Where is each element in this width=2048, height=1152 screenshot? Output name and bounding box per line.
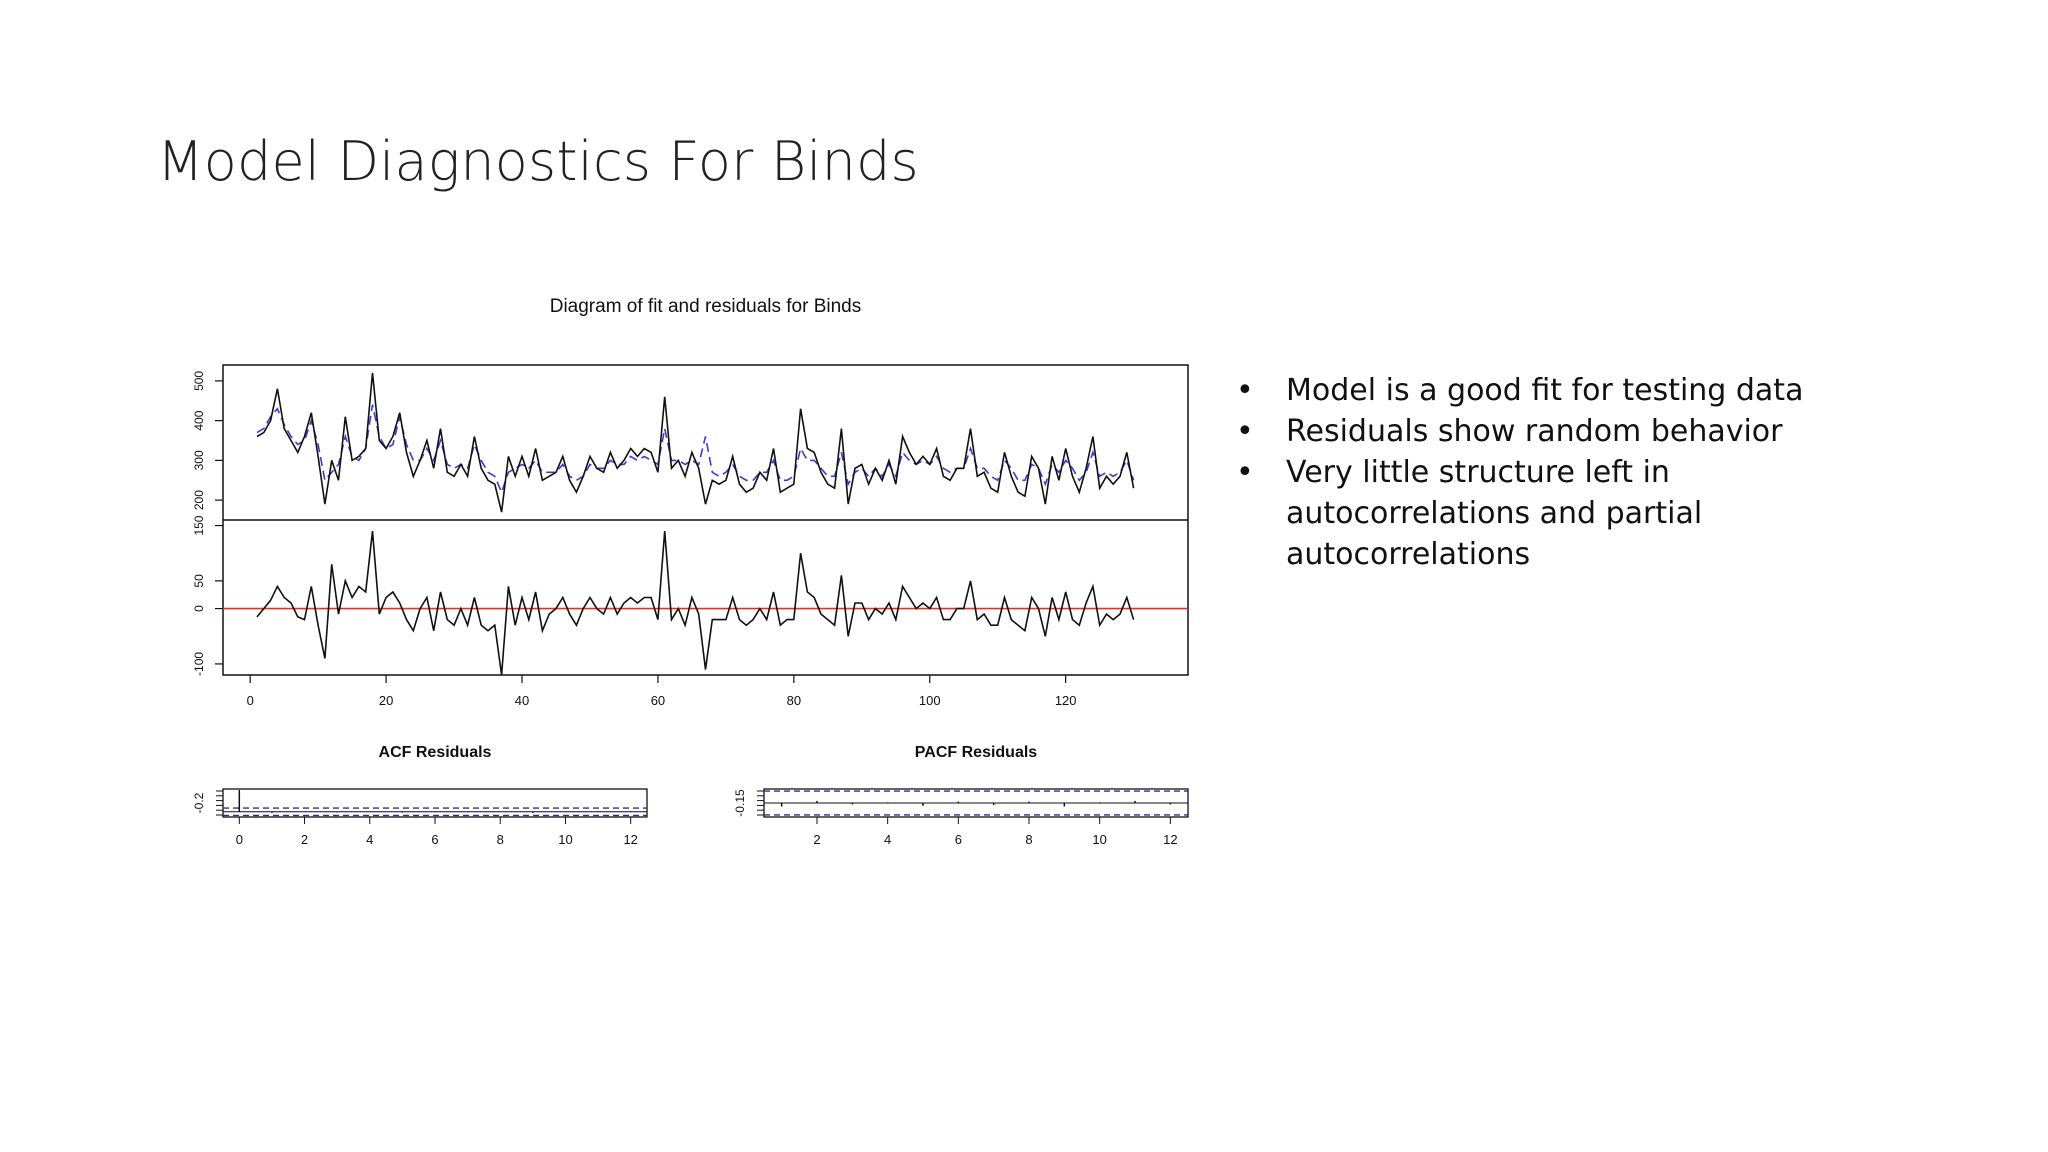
x-tick-label: 0: [247, 693, 254, 708]
x-tick-label: 2: [301, 832, 308, 847]
x-tick-label: 12: [1163, 832, 1177, 847]
figure-panel: Diagram of fit and residuals for Binds 20…: [176, 280, 1226, 880]
x-tick-label: 6: [431, 832, 438, 847]
bullet-item: • Residuals show random behavior: [1230, 411, 1910, 452]
bullet-dot-icon: •: [1236, 414, 1254, 449]
diagnostics-figure: Diagram of fit and residuals for Binds20…: [192, 296, 1189, 847]
acf-title: ACF Residuals: [379, 744, 492, 761]
x-tick-label: 12: [623, 832, 637, 847]
y-tick-label: 50: [192, 574, 206, 588]
actual-series-line: [256, 372, 1135, 513]
x-tick-label: 80: [787, 693, 801, 708]
bullet-dot-icon: •: [1236, 373, 1254, 408]
acf-panel: ACF Residuals -0.2 0 2 4 6 8 10 12: [192, 744, 648, 847]
y-tick-label: 0: [192, 605, 206, 612]
bullet-text: Very little structure left in autocorrel…: [1286, 455, 1703, 572]
x-tick-label: 8: [497, 832, 504, 847]
slide-title: Model Diagnostics For Binds: [157, 130, 919, 193]
bullet-dot-icon: •: [1236, 455, 1254, 490]
pacf-title: PACF Residuals: [915, 744, 1038, 761]
pacf-panel: PACF Residuals -0.15 2 4 6 8 10 12: [733, 744, 1189, 847]
correlogram-frame: [222, 788, 648, 818]
x-tick-label: 10: [1092, 832, 1106, 847]
y-tick-label: 400: [192, 410, 206, 430]
residual-series-line: [256, 531, 1135, 676]
x-tick-label: 4: [366, 832, 373, 847]
y-tick-label: 500: [192, 371, 206, 391]
x-tick-label: 0: [236, 832, 243, 847]
x-tick-label: 2: [813, 832, 820, 847]
fitted-series-line: [256, 404, 1135, 495]
x-tick-label: 40: [515, 693, 529, 708]
bullet-text: Residuals show random behavior: [1286, 414, 1783, 449]
x-tick-label: 10: [558, 832, 572, 847]
y-tick-label: 200: [192, 490, 206, 510]
x-tick-label: 4: [884, 832, 891, 847]
x-tick-label: 120: [1055, 693, 1077, 708]
bullet-list: • Model is a good fit for testing data • R…: [1230, 370, 1910, 575]
residual-panel: -100 0 50 150 0 20 40 60 80 100 120: [192, 515, 1188, 708]
y-tick-label: -100: [192, 652, 206, 676]
bullet-item: • Very little structure left in autocorre…: [1230, 452, 1910, 575]
y-tick-label: 150: [192, 515, 206, 535]
x-tick-label: 8: [1025, 832, 1032, 847]
fit-panel: 200 300 400 500: [192, 371, 1135, 513]
x-tick-label: 20: [379, 693, 393, 708]
bullet-text: Model is a good fit for testing data: [1286, 373, 1804, 408]
y-tick-label: -0.2: [192, 792, 206, 813]
y-tick-label: -0.15: [733, 789, 747, 817]
y-tick-label: 300: [192, 450, 206, 470]
x-tick-label: 100: [919, 693, 941, 708]
figure-title: Diagram of fit and residuals for Binds: [550, 296, 862, 317]
x-tick-label: 6: [955, 832, 962, 847]
bullet-item: • Model is a good fit for testing data: [1230, 370, 1910, 411]
x-tick-label: 60: [651, 693, 665, 708]
